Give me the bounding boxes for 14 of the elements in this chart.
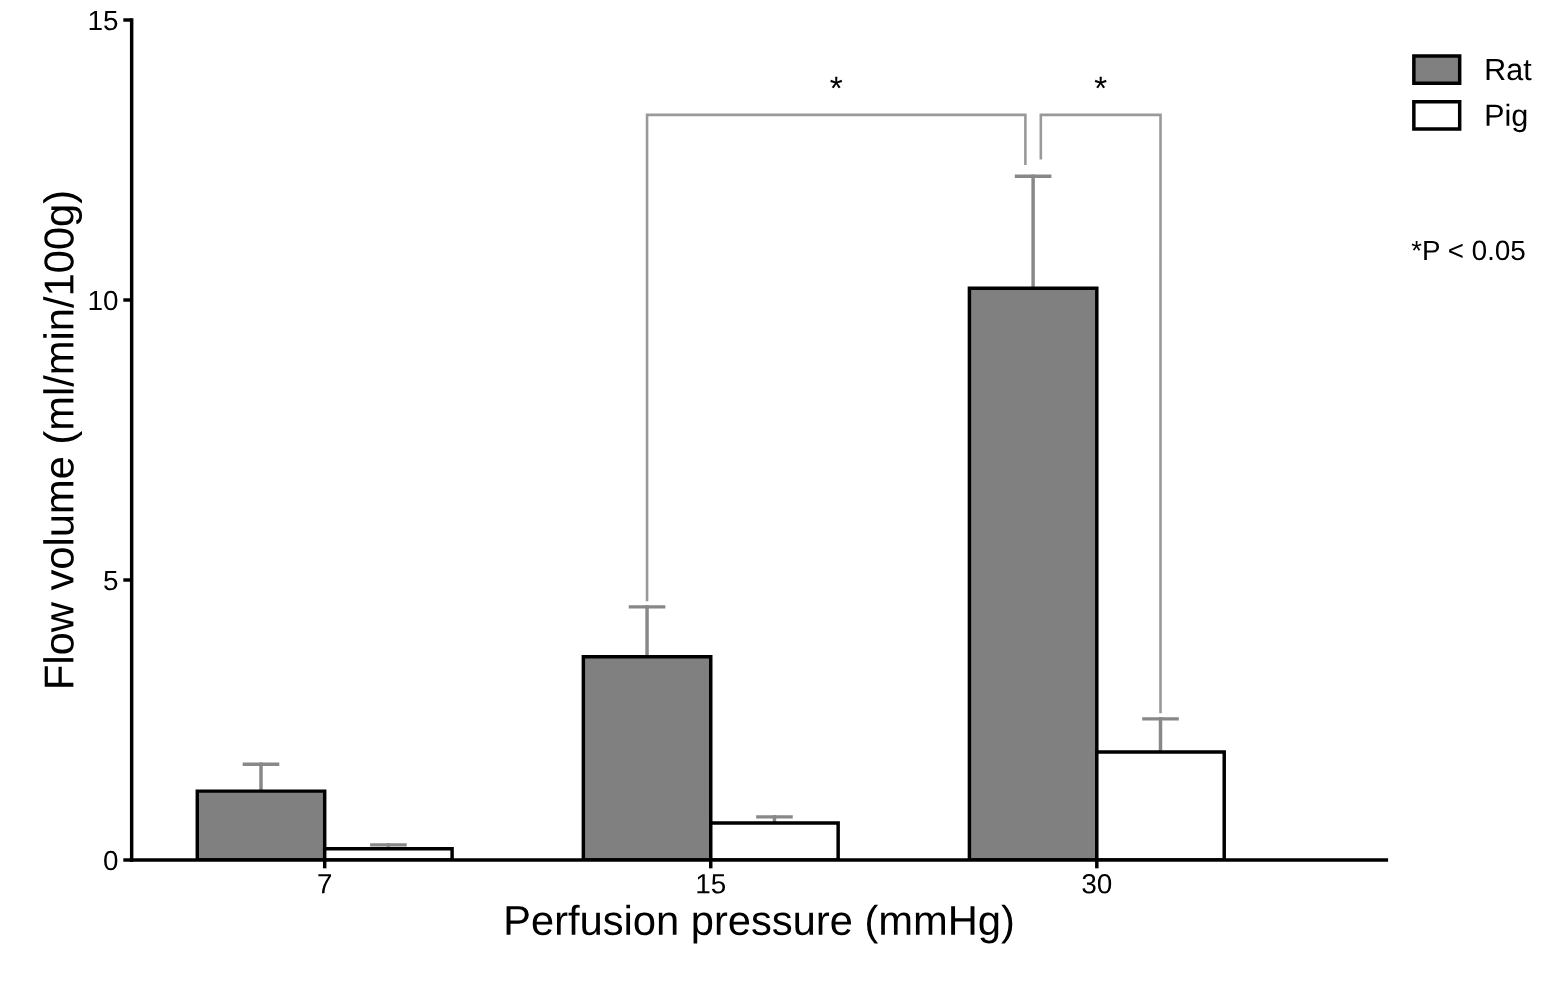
y-tick-label: 5: [104, 570, 118, 591]
x-axis-title: Perfusion pressure (mmHg): [506, 904, 1013, 944]
annotation: *: [1094, 76, 1107, 89]
y-tick-label: 15: [89, 10, 118, 31]
x-tick-label: 7: [318, 874, 332, 894]
text: *P < 0.05: [1411, 240, 1525, 261]
x-tick-label: 30: [1082, 873, 1112, 894]
y-tick-label: 10: [89, 290, 118, 311]
legend-label: Rat: [1486, 59, 1532, 81]
y-tick-label: 0: [104, 850, 118, 871]
x-tick-label: 15: [697, 874, 726, 894]
legend-label: Pig: [1486, 103, 1527, 133]
y-axis-title: Flow volume (ml/min/100g): [43, 192, 83, 687]
annotation: *: [830, 76, 843, 89]
